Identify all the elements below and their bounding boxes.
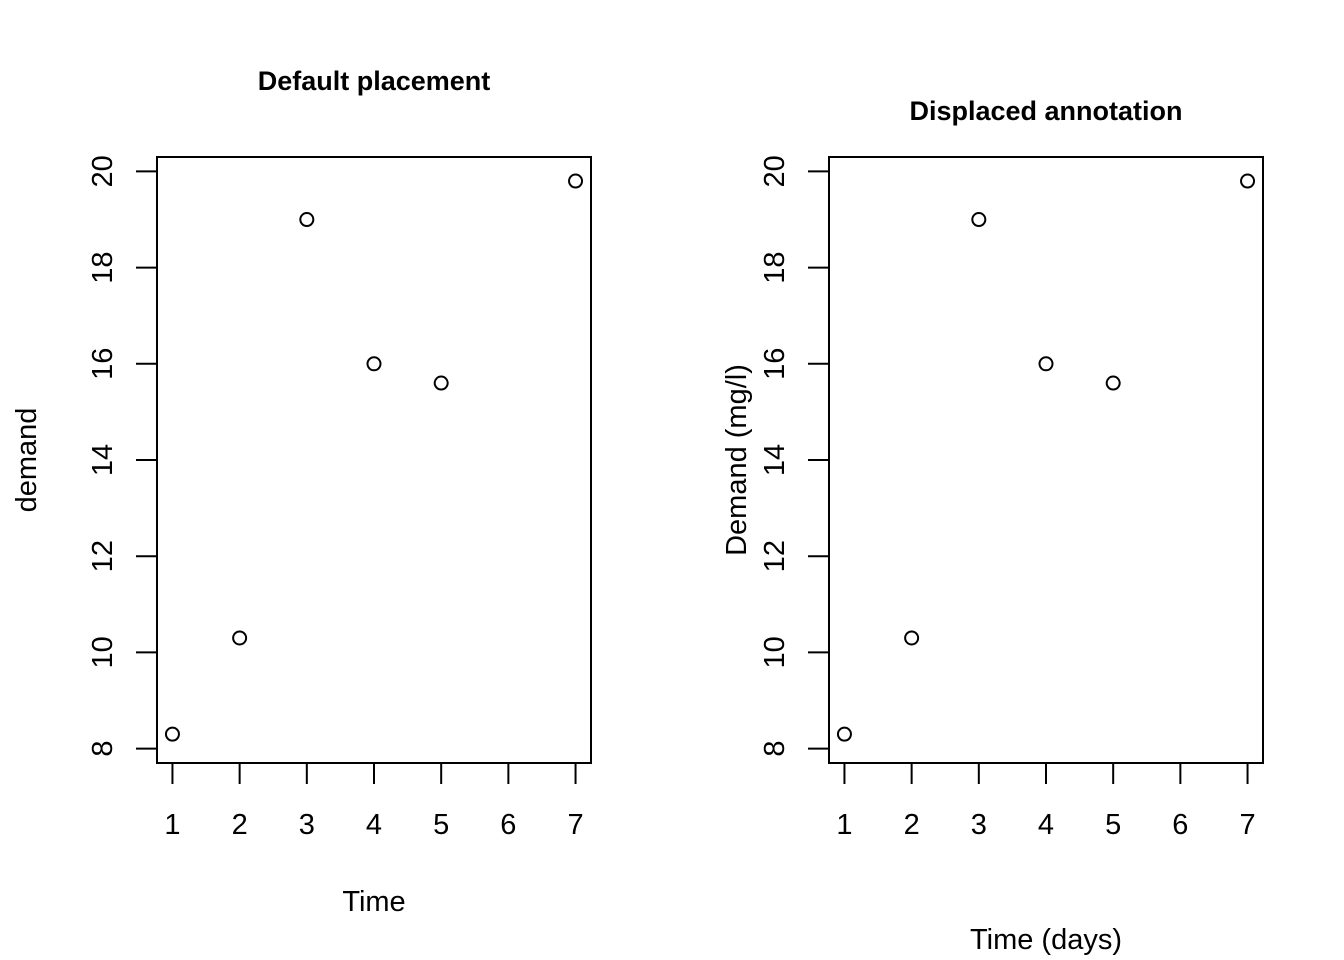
x-tick-label: 3 — [299, 809, 315, 841]
x-tick-label: 5 — [1105, 809, 1121, 841]
x-tick-label: 4 — [1038, 809, 1054, 841]
chart-title: Default placement — [258, 66, 491, 96]
y-tick-label: 16 — [87, 348, 119, 380]
x-tick-label: 6 — [1172, 809, 1188, 841]
x-tick-label: 4 — [366, 809, 382, 841]
y-tick-label: 8 — [759, 741, 791, 757]
data-point — [433, 375, 449, 391]
y-tick-label: 10 — [759, 636, 791, 668]
panel-displaced-annotation: Displaced annotation Time (days) Demand … — [721, 96, 1264, 956]
data-point — [836, 726, 852, 742]
y-tick-label: 10 — [87, 636, 119, 668]
data-point — [164, 726, 180, 742]
y-tick-label: 8 — [87, 741, 119, 757]
x-tick-label: 7 — [1239, 809, 1255, 841]
y-tick-label: 18 — [87, 251, 119, 283]
data-points — [836, 173, 1256, 742]
x-tick-label: 2 — [232, 809, 248, 841]
y-axis: 8 10 12 14 16 18 20 — [87, 155, 158, 757]
y-tick-label: 14 — [87, 444, 119, 476]
y-axis: 8 10 12 14 16 18 20 — [759, 155, 830, 757]
data-point — [1038, 356, 1054, 372]
data-point — [1105, 375, 1121, 391]
x-axis: 1 2 3 4 5 6 7 — [836, 762, 1256, 841]
data-point — [1240, 173, 1256, 189]
y-axis-label: Demand (mg/l) — [721, 364, 753, 556]
chart-title: Displaced annotation — [909, 96, 1182, 126]
data-point — [366, 356, 382, 372]
x-axis-label: Time — [342, 886, 405, 918]
y-tick-label: 20 — [759, 155, 791, 187]
data-point — [568, 173, 584, 189]
y-axis-label: demand — [11, 408, 43, 513]
y-tick-label: 14 — [759, 444, 791, 476]
plot-frame — [828, 156, 1264, 764]
x-tick-label: 3 — [971, 809, 987, 841]
y-tick-label: 12 — [87, 540, 119, 572]
x-tick-label: 6 — [500, 809, 516, 841]
data-point — [232, 630, 248, 646]
data-point — [904, 630, 920, 646]
plot-frame — [156, 156, 592, 764]
x-tick-label: 1 — [836, 809, 852, 841]
y-tick-label: 18 — [759, 251, 791, 283]
y-tick-label: 16 — [759, 348, 791, 380]
x-axis-label: Time (days) — [970, 924, 1122, 956]
data-point — [971, 212, 987, 228]
x-tick-label: 7 — [567, 809, 583, 841]
x-axis: 1 2 3 4 5 6 7 — [164, 762, 584, 841]
x-tick-label: 2 — [904, 809, 920, 841]
y-tick-label: 12 — [759, 540, 791, 572]
x-tick-label: 5 — [433, 809, 449, 841]
y-tick-label: 20 — [87, 155, 119, 187]
x-tick-label: 1 — [164, 809, 180, 841]
data-points — [164, 173, 584, 742]
data-point — [299, 212, 315, 228]
